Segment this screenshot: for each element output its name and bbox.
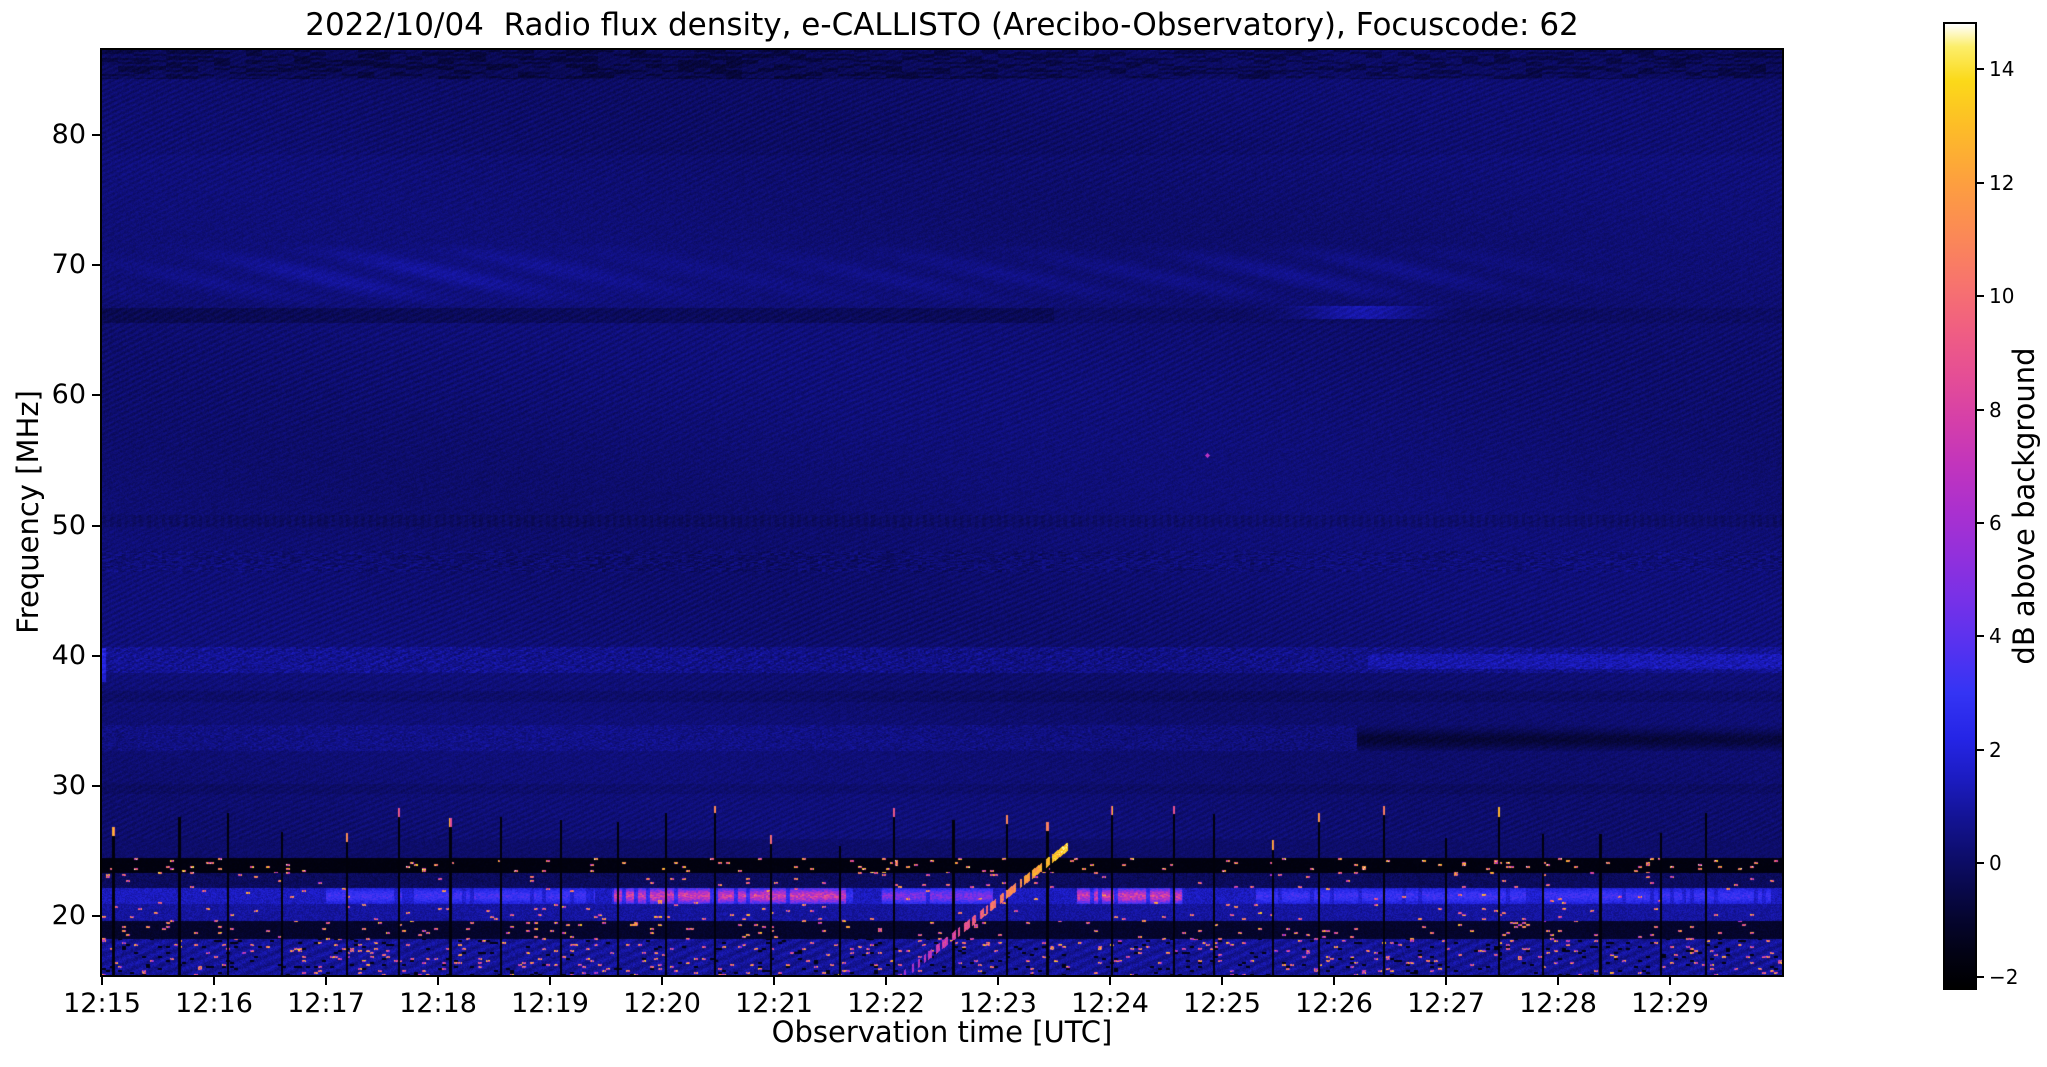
colorbar-tick-label: 12: [1989, 170, 2015, 195]
x-tick: [101, 977, 103, 985]
x-tick: [549, 977, 551, 985]
x-tick-label: 12:28: [1519, 988, 1597, 1019]
spectrogram-canvas: [102, 50, 1782, 975]
colorbar-tick-label: 6: [1989, 511, 2002, 535]
x-tick-label: 12:15: [63, 988, 141, 1019]
y-tick-label: 30: [51, 770, 86, 802]
y-tick-label: 60: [51, 379, 86, 411]
colorbar-tick-label: 14: [1989, 57, 2015, 82]
colorbar-tick: [1977, 748, 1984, 751]
x-tick-label: 12:19: [511, 988, 589, 1019]
y-tick: [92, 394, 100, 397]
colorbar-tick-label: 4: [1989, 624, 2002, 649]
x-tick: [661, 977, 663, 985]
x-tick: [997, 977, 999, 985]
colorbar-label: dB above background: [2007, 347, 2041, 665]
x-tick-label: 12:24: [1071, 988, 1149, 1019]
x-tick: [1221, 977, 1223, 985]
x-tick: [1333, 977, 1335, 985]
y-tick-label: 20: [51, 900, 86, 932]
colorbar-tick: [1977, 68, 1984, 71]
y-tick: [92, 915, 100, 918]
x-tick: [773, 977, 775, 985]
y-tick: [92, 133, 100, 136]
x-tick-label: 12:17: [287, 988, 365, 1019]
y-tick: [92, 654, 100, 657]
x-tick-label: 12:23: [959, 988, 1037, 1019]
colorbar-tick: [1977, 295, 1984, 298]
y-tick-label: 80: [51, 118, 86, 150]
y-tick: [92, 785, 100, 788]
x-tick-label: 12:18: [399, 988, 477, 1019]
colorbar-tick-label: −2: [1989, 964, 2019, 989]
y-tick-label: 70: [51, 248, 86, 280]
colorbar-tick-label: 2: [1989, 737, 2002, 762]
colorbar-tick-label: 10: [1989, 284, 2015, 309]
x-tick-label: 12:20: [623, 988, 701, 1019]
y-tick: [92, 524, 100, 527]
colorbar-tick-label: 8: [1989, 397, 2002, 422]
x-tick: [325, 977, 327, 985]
x-tick-label: 12:27: [1407, 988, 1485, 1019]
x-tick: [1557, 977, 1559, 985]
colorbar-tick: [1977, 522, 1984, 524]
y-tick: [92, 263, 100, 266]
plot-area: [100, 48, 1784, 977]
colorbar-tick: [1977, 635, 1984, 638]
y-tick-label: 40: [51, 639, 86, 671]
colorbar-tick: [1977, 975, 1984, 978]
x-tick-label: 12:22: [847, 988, 925, 1019]
x-tick: [213, 977, 215, 985]
x-axis-label: Observation time [UTC]: [771, 1015, 1113, 1049]
colorbar-tick: [1977, 181, 1984, 184]
colorbar-tick: [1977, 408, 1984, 411]
x-tick: [1669, 977, 1671, 985]
x-tick-label: 12:26: [1295, 988, 1373, 1019]
x-tick-label: 12:21: [735, 988, 813, 1019]
x-tick: [1445, 977, 1447, 985]
chart-title: 2022/10/04 Radio flux density, e-CALLIST…: [305, 7, 1579, 43]
x-tick-label: 12:25: [1183, 988, 1261, 1019]
x-tick: [885, 977, 887, 985]
x-tick-label: 12:29: [1631, 988, 1709, 1019]
colorbar: [1943, 22, 1977, 990]
colorbar-tick-label: 0: [1989, 851, 2002, 876]
x-tick-label: 12:16: [175, 988, 253, 1019]
y-tick-label: 50: [51, 509, 86, 541]
x-tick: [1109, 977, 1111, 985]
colorbar-tick: [1977, 862, 1984, 865]
x-tick: [437, 977, 439, 985]
